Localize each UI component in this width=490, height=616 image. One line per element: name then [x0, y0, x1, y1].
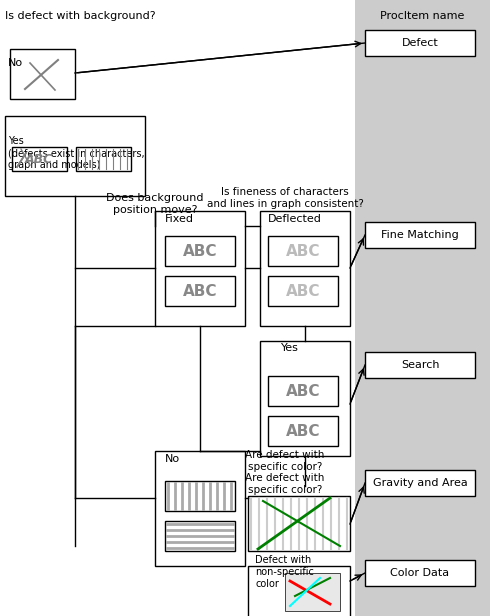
Text: No: No [165, 454, 180, 464]
Bar [365, 352, 475, 378]
Text: ABC: ABC [183, 243, 217, 259]
Text: Gravity and Area: Gravity and Area [372, 478, 467, 488]
Text: Defect with
non-specific
color: Defect with non-specific color [255, 556, 314, 589]
Bar [248, 496, 350, 551]
Text: ProcItem name: ProcItem name [380, 11, 464, 21]
Bar [268, 416, 338, 446]
Text: ABC: ABC [286, 283, 320, 299]
Text: Are defect with
specific color?: Are defect with specific color? [245, 450, 325, 472]
Text: ABC: ABC [286, 424, 320, 439]
Text: ABC: ABC [25, 153, 53, 166]
Text: Search: Search [401, 360, 439, 370]
Bar [165, 521, 235, 551]
Bar [260, 211, 350, 326]
Bar [365, 560, 475, 586]
Bar [365, 30, 475, 56]
Bar [12, 147, 67, 171]
Bar [260, 341, 350, 456]
Bar [365, 470, 475, 496]
Text: Yes: Yes [281, 343, 299, 353]
Text: Is defect with background?: Is defect with background? [5, 11, 156, 21]
Bar [155, 211, 245, 326]
Bar [165, 236, 235, 266]
Text: Deflected: Deflected [268, 214, 322, 224]
Bar [268, 276, 338, 306]
Text: Yes
(defects exist in characters,
graph and models): Yes (defects exist in characters, graph … [8, 136, 145, 169]
Text: Does background
position move?: Does background position move? [106, 193, 204, 215]
Text: ABC: ABC [286, 384, 320, 399]
Bar [76, 147, 131, 171]
Text: Is fineness of characters
and lines in graph consistent?: Is fineness of characters and lines in g… [207, 187, 364, 209]
Bar [268, 376, 338, 406]
Text: Fixed: Fixed [165, 214, 194, 224]
Text: Defect: Defect [402, 38, 439, 48]
Bar [285, 573, 340, 611]
Bar [165, 481, 235, 511]
Bar [268, 236, 338, 266]
Bar [5, 116, 145, 196]
Text: Color Data: Color Data [391, 568, 449, 578]
Bar [365, 222, 475, 248]
Bar [248, 566, 350, 616]
Bar [155, 451, 245, 566]
Text: No: No [8, 58, 23, 68]
Bar [10, 49, 75, 99]
Text: ABC: ABC [183, 283, 217, 299]
Text: ABC: ABC [286, 243, 320, 259]
Bar [355, 0, 490, 616]
Text: Are defect with
specific color?: Are defect with specific color? [245, 473, 325, 495]
Text: Fine Matching: Fine Matching [381, 230, 459, 240]
Bar [165, 276, 235, 306]
